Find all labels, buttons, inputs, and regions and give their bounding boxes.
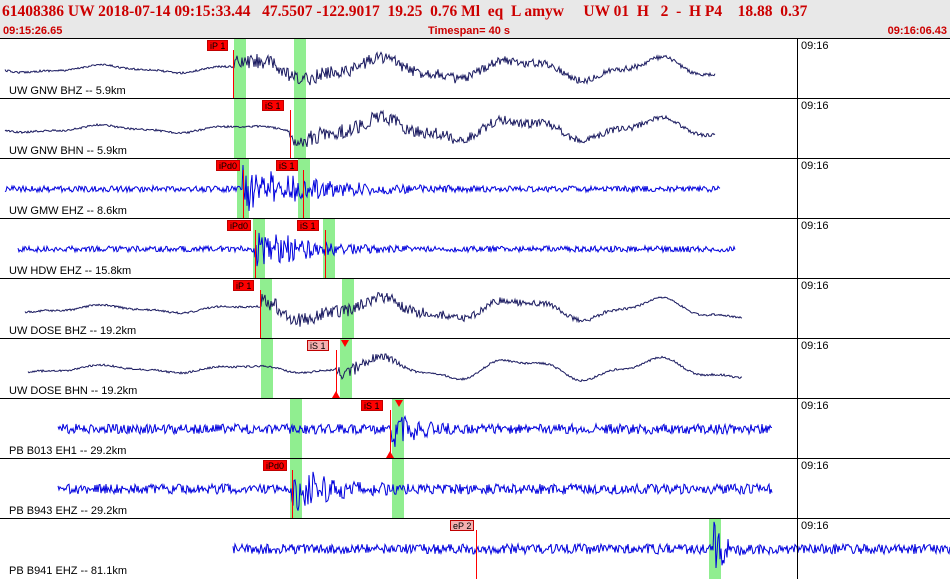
phase-pick-line[interactable] — [290, 110, 291, 159]
minute-marker-label: 09:16 — [801, 400, 829, 412]
window-end-time: 09:16:06.43 — [887, 25, 947, 37]
pick-window-highlight — [290, 399, 302, 459]
channel-label: UW GNW BHN -- 5.9km — [9, 145, 127, 157]
pick-window-highlight — [340, 339, 352, 399]
waveform-line — [24, 291, 743, 327]
minute-marker-label: 09:16 — [801, 220, 829, 232]
minute-marker-line — [797, 39, 798, 99]
phase-pick-tag[interactable]: iS 1 — [307, 340, 329, 351]
pick-marker-up-icon — [386, 451, 394, 458]
phase-pick-tag[interactable]: iP 1 — [207, 40, 229, 51]
pick-window-highlight — [294, 39, 306, 99]
waveform-line — [57, 471, 773, 511]
trace-panel[interactable]: 09:16 eP 2 PB B941 EHZ -- 81.1km — [0, 518, 950, 579]
waveform-trace — [4, 109, 716, 148]
pick-marker-up-icon — [332, 391, 340, 398]
minute-marker-label: 09:16 — [801, 520, 829, 532]
waveform-line — [4, 109, 716, 148]
phase-pick-tag[interactable]: iS 1 — [276, 160, 298, 171]
phase-pick-tag[interactable]: iP 1 — [233, 280, 255, 291]
channel-label: PB B943 EHZ -- 29.2km — [9, 505, 127, 517]
waveform-trace — [4, 51, 716, 86]
pick-window-highlight — [709, 519, 721, 579]
waveform-trace — [57, 471, 773, 511]
minute-marker-label: 09:16 — [801, 280, 829, 292]
trace-panel[interactable]: 09:16 iP 1 UW GNW BHZ -- 5.9km — [0, 38, 950, 99]
channel-label: UW HDW EHZ -- 15.8km — [9, 265, 132, 277]
minute-marker-line — [797, 279, 798, 339]
minute-marker-label: 09:16 — [801, 460, 829, 472]
phase-pick-line[interactable] — [260, 290, 261, 339]
channel-label: UW GMW EHZ -- 8.6km — [9, 205, 127, 217]
phase-pick-tag[interactable]: iS 1 — [361, 400, 383, 411]
channel-label: UW GNW BHZ -- 5.9km — [9, 85, 126, 97]
trace-panel[interactable]: 09:16 iPd0 iS 1 UW GMW EHZ -- 8.6km — [0, 158, 950, 219]
minute-marker-label: 09:16 — [801, 100, 829, 112]
channel-label: UW DOSE BHN -- 19.2km — [9, 385, 138, 397]
trace-panel[interactable]: 09:16 iS 1 UW GNW BHN -- 5.9km — [0, 98, 950, 159]
minute-marker-line — [797, 219, 798, 279]
pick-window-highlight — [261, 339, 273, 399]
phase-pick-line[interactable] — [336, 350, 337, 399]
phase-pick-line[interactable] — [292, 470, 293, 519]
waveform-trace — [27, 353, 743, 383]
minute-marker-line — [797, 339, 798, 399]
waveform-line — [17, 232, 736, 267]
phase-pick-line[interactable] — [390, 410, 391, 459]
trace-panel[interactable]: 09:16 iP 1 UW DOSE BHZ -- 19.2km — [0, 278, 950, 339]
event-summary: 61408386 UW 2018-07-14 09:15:33.44 47.55… — [2, 3, 808, 20]
trace-panel[interactable]: 09:16 iS 1 PB B013 EH1 -- 29.2km — [0, 398, 950, 459]
phase-pick-line[interactable] — [325, 230, 326, 279]
channel-label: UW DOSE BHZ -- 19.2km — [9, 325, 137, 337]
phase-pick-tag[interactable]: iPd0 — [216, 160, 241, 171]
pick-window-highlight — [234, 99, 246, 159]
phase-pick-tag[interactable]: eP 2 — [450, 520, 475, 531]
minute-marker-label: 09:16 — [801, 340, 829, 352]
phase-pick-tag[interactable]: iPd0 — [227, 220, 252, 231]
phase-pick-line[interactable] — [233, 50, 234, 99]
phase-pick-line[interactable] — [243, 170, 244, 219]
minute-marker-line — [797, 159, 798, 219]
phase-pick-tag[interactable]: iS 1 — [297, 220, 319, 231]
window-start-time: 09:15:26.65 — [3, 25, 63, 37]
phase-pick-tag[interactable]: iPd0 — [263, 460, 288, 471]
phase-pick-line[interactable] — [255, 230, 256, 279]
seismogram-panels[interactable]: 09:16 iP 1 UW GNW BHZ -- 5.9km 09:16 iS 1 UW … — [0, 38, 950, 580]
header-bar: 61408386 UW 2018-07-14 09:15:33.44 47.55… — [0, 0, 950, 38]
waveform-trace — [4, 164, 721, 211]
waveform-line — [232, 521, 950, 569]
minute-marker-line — [797, 399, 798, 459]
waveform-line — [4, 164, 721, 211]
pick-window-highlight — [342, 279, 354, 339]
waveform-line — [27, 353, 743, 383]
waveform-trace — [232, 521, 950, 569]
channel-label: PB B941 EHZ -- 81.1km — [9, 565, 127, 577]
timespan-label: Timespan= 40 s — [428, 25, 511, 37]
waveform-line — [57, 414, 773, 447]
trace-panel[interactable]: 09:16 iS 1 UW DOSE BHN -- 19.2km — [0, 338, 950, 399]
minute-marker-label: 09:16 — [801, 40, 829, 52]
trace-panel[interactable]: 09:16 iPd0 iS 1 UW HDW EHZ -- 15.8km — [0, 218, 950, 279]
pick-marker-down-icon — [395, 400, 403, 407]
waveform-line — [4, 51, 716, 86]
channel-label: PB B013 EH1 -- 29.2km — [9, 445, 127, 457]
pick-window-highlight — [234, 39, 246, 99]
pick-window-highlight — [260, 279, 272, 339]
minute-marker-line — [797, 519, 798, 579]
pick-marker-down-icon — [341, 340, 349, 347]
minute-marker-line — [797, 459, 798, 519]
waveform-trace — [24, 291, 743, 327]
waveform-trace — [57, 414, 773, 447]
minute-marker-label: 09:16 — [801, 160, 829, 172]
waveform-trace — [17, 232, 736, 267]
phase-pick-line[interactable] — [303, 170, 304, 219]
trace-panel[interactable]: 09:16 iPd0 PB B943 EHZ -- 29.2km — [0, 458, 950, 519]
phase-pick-tag[interactable]: iS 1 — [262, 100, 284, 111]
pick-window-highlight — [253, 219, 265, 279]
phase-pick-line[interactable] — [476, 530, 477, 579]
minute-marker-line — [797, 99, 798, 159]
